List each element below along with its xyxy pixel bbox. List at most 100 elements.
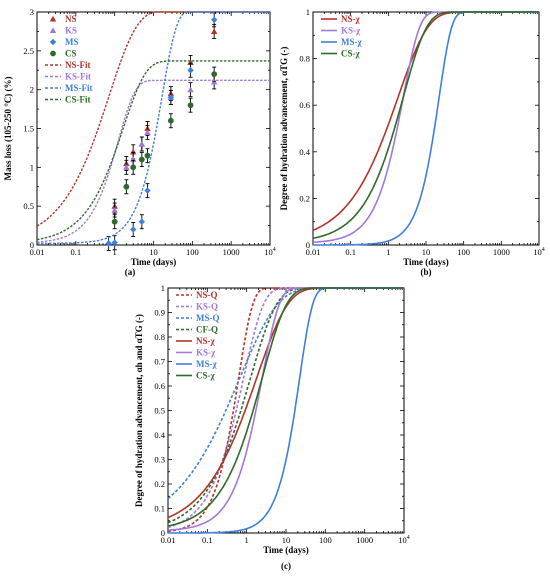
data-point-circle xyxy=(123,183,130,190)
data-point-diamond xyxy=(187,67,194,74)
legend-entry: NS-χ xyxy=(196,336,216,346)
x-tick-label: 1000 xyxy=(223,247,240,257)
x-tick-label-exponent: 4 xyxy=(407,535,410,541)
y-tick-label: 0.4 xyxy=(154,430,165,440)
y-tick-label: 0.2 xyxy=(154,479,165,489)
x-tick-label-exponent: 4 xyxy=(273,247,276,253)
data-point-triangle xyxy=(123,164,130,170)
data-point-diamond xyxy=(49,38,57,46)
y-tick-label: 0.7 xyxy=(154,357,165,367)
legend-entry: KS-Q xyxy=(196,302,218,312)
data-point-circle xyxy=(187,102,194,109)
legend-entry: MS-Fit xyxy=(65,83,93,93)
x-tick-label: 100 xyxy=(186,247,199,257)
legend-entry: CS-χ xyxy=(196,371,216,381)
x-tick-label: 0.1 xyxy=(202,535,213,545)
legend-entry: NS xyxy=(65,14,77,24)
fit-line xyxy=(37,79,270,243)
y-tick-label: 0.2 xyxy=(299,193,310,203)
data-point-circle xyxy=(144,152,151,159)
y-tick-label: 0 xyxy=(30,240,34,250)
legend-entry: KS-Fit xyxy=(65,72,91,82)
y-tick-label: 0.6 xyxy=(299,100,310,110)
x-tick-label: 100 xyxy=(319,535,332,545)
x-tick-label: 104 xyxy=(533,247,545,257)
x-axis-label: Time (days) xyxy=(263,545,309,555)
panel-label: (c) xyxy=(281,561,291,571)
legend-entry: KS-χ xyxy=(341,26,361,36)
fit-line xyxy=(36,60,270,241)
legend-entry: CS-Fit xyxy=(65,95,91,105)
data-point-diamond xyxy=(144,187,151,194)
panel-label: (b) xyxy=(421,267,432,277)
y-tick-label: 0.1 xyxy=(154,504,165,514)
legend-entry: NS-χ xyxy=(341,14,361,24)
y-axis-label: Degree of hydration advancement, αTG (-) xyxy=(279,47,289,211)
data-point-triangle xyxy=(49,15,57,22)
y-tick-label: 0.4 xyxy=(299,147,310,157)
series-line xyxy=(167,287,404,527)
data-point-triangle xyxy=(49,27,57,34)
fit-line xyxy=(36,11,270,227)
y-tick-label: 0.5 xyxy=(154,406,165,416)
data-point-triangle xyxy=(144,129,151,135)
x-tick-label: 1 xyxy=(386,247,390,257)
data-point-triangle xyxy=(187,86,194,93)
legend-entry: MS-χ xyxy=(341,37,362,47)
y-axis-label: Mass loss (105-250 °C) (%) xyxy=(3,76,13,180)
data-point-triangle xyxy=(111,206,118,213)
x-tick-label: 0.01 xyxy=(161,535,176,545)
y-tick-label: 3 xyxy=(30,7,34,17)
x-tick-label: 10 xyxy=(149,247,158,257)
x-tick-label: 104 xyxy=(264,247,276,257)
legend-entry: KS xyxy=(65,26,77,36)
y-tick-label: 0.8 xyxy=(299,54,310,64)
x-tick-label-exponent: 4 xyxy=(542,247,545,253)
panel-label: (a) xyxy=(125,267,136,277)
y-tick-label: 0.6 xyxy=(154,381,165,391)
legend-entry: KS-χ xyxy=(196,348,216,358)
y-tick-label: 1 xyxy=(30,162,34,172)
data-point-circle xyxy=(130,164,137,171)
x-tick-label: 1000 xyxy=(356,535,373,545)
data-point-diamond xyxy=(129,226,137,233)
legend-entry: NS-Fit xyxy=(65,60,91,70)
series-line xyxy=(167,287,404,524)
data-point-diamond xyxy=(105,240,112,247)
y-axis-label: Degree of hydration advancement, αh and … xyxy=(134,314,144,507)
y-tick-label: 0.8 xyxy=(154,332,165,342)
data-point-triangle xyxy=(138,140,146,147)
x-tick-label: 0.01 xyxy=(30,247,45,257)
y-tick-label: 2 xyxy=(30,85,34,95)
x-tick-label: 1 xyxy=(113,247,117,257)
x-tick-label: 10 xyxy=(282,535,291,545)
x-tick-label: 1 xyxy=(245,535,249,545)
legend-entry: MS-Q xyxy=(196,313,220,323)
legend-entry: MS-χ xyxy=(196,359,217,369)
y-tick-label: 0 xyxy=(161,528,165,538)
x-tick-label: 104 xyxy=(398,535,410,545)
x-axis-label: Time (days) xyxy=(131,257,177,267)
data-point-diamond xyxy=(210,16,218,23)
x-tick-label: 100 xyxy=(457,247,470,257)
legend-entry: CS xyxy=(65,49,77,59)
data-point-circle xyxy=(138,156,145,163)
x-tick-label: 10 xyxy=(422,247,431,257)
legend-entry: CS-χ xyxy=(341,49,361,59)
data-point-circle xyxy=(50,50,56,57)
panel-b: 0.01 0.1 1 10 100 1000 104 0 0.2 0.4 0.6 0.8 1 Time (… xyxy=(279,7,545,277)
x-axis-label: Time (days) xyxy=(403,257,449,267)
data-point-circle xyxy=(167,117,174,124)
y-tick-label: 0 xyxy=(306,240,310,250)
x-tick-label: 0.1 xyxy=(71,247,82,257)
data-point-diamond xyxy=(167,94,175,101)
legend-entry: CF-Q xyxy=(196,325,218,335)
x-tick-label: 0.01 xyxy=(306,247,321,257)
data-point-diamond xyxy=(138,218,146,225)
legend-entry: NS-Q xyxy=(196,290,218,300)
y-tick-label: 2.5 xyxy=(23,46,34,56)
x-tick-label: 1000 xyxy=(493,247,510,257)
y-tick-label: 1 xyxy=(306,7,310,17)
panel-c: 0.01 0.1 1 10 100 1000 104 0 0.1 0.2 0.3 0.4 0.5 0.6 0… xyxy=(134,283,410,571)
